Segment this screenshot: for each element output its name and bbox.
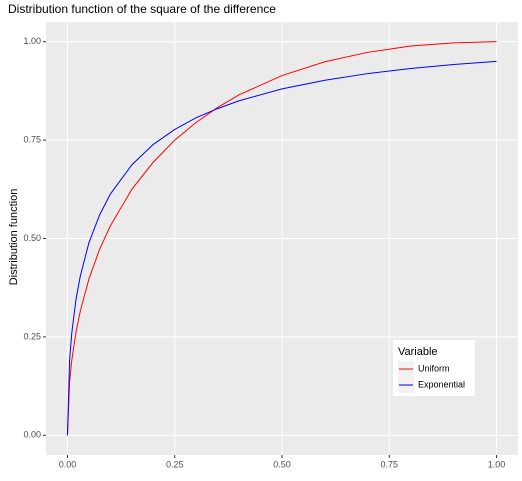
y-tick-label: 0.00: [23, 430, 41, 440]
line-series: [66, 41, 497, 436]
y-axis-title: Distribution function: [8, 189, 20, 286]
legend-label: Exponential: [418, 379, 465, 389]
x-tick-label: 0.75: [381, 459, 399, 469]
y-tick-label: 0.75: [23, 134, 41, 144]
legend-title: Variable: [398, 346, 438, 358]
y-tick-label: 0.50: [23, 233, 41, 243]
line-series: [66, 60, 497, 436]
x-tick-label: 0.00: [59, 459, 77, 469]
legend-label: Uniform: [418, 363, 450, 373]
x-tick-label: 1.00: [488, 459, 506, 469]
x-tick-label: 0.50: [273, 459, 291, 469]
y-tick-label: 0.25: [23, 331, 41, 341]
chart-title: Distribution function of the square of t…: [8, 2, 276, 16]
legend: Variable Uniform Exponential: [393, 340, 475, 396]
y-tick-label: 1.00: [23, 36, 41, 46]
x-tick-label: 0.25: [166, 459, 184, 469]
